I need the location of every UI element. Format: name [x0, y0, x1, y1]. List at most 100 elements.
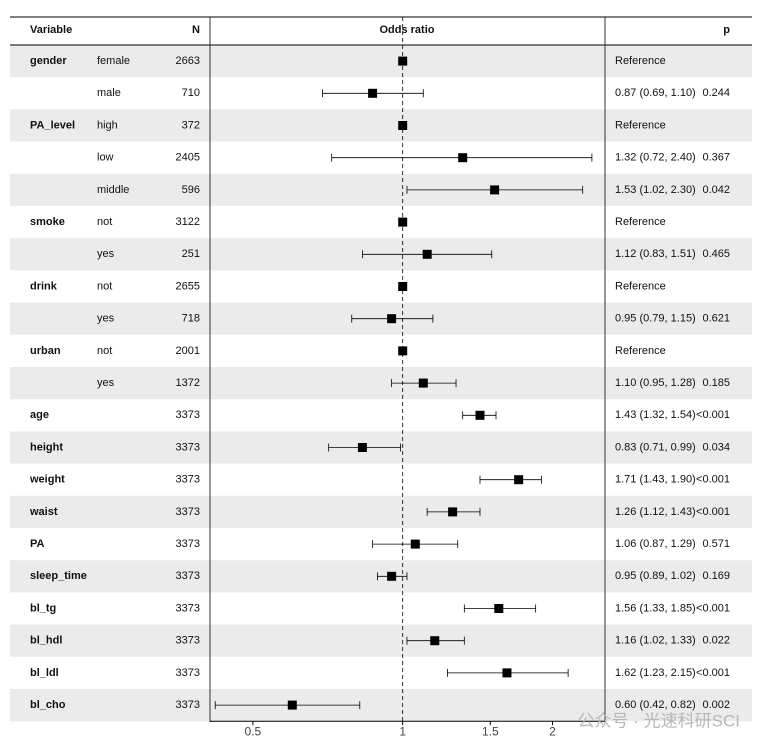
level-label: yes	[97, 313, 115, 325]
ci-label: Reference	[615, 216, 666, 228]
n-value: 3122	[176, 216, 200, 228]
level-label: yes	[97, 248, 115, 260]
p-value: <0.001	[696, 602, 730, 614]
p-value: 0.571	[702, 538, 730, 550]
or-marker	[448, 507, 458, 517]
p-value: 0.169	[702, 570, 730, 582]
or-marker	[398, 346, 408, 356]
ci-label: Reference	[615, 55, 666, 67]
n-value: 710	[182, 87, 200, 99]
ci-label: 0.95 (0.89, 1.02)	[615, 570, 696, 582]
header-variable: Variable	[30, 24, 72, 36]
level-label: male	[97, 87, 121, 99]
ci-label: 1.71 (1.43, 1.90)	[615, 474, 696, 486]
or-marker	[398, 56, 408, 66]
ci-label: 0.60 (0.42, 0.82)	[615, 699, 696, 711]
p-value: 0.621	[702, 313, 730, 325]
n-value: 3373	[176, 474, 200, 486]
n-value: 3373	[176, 538, 200, 550]
level-label: low	[97, 152, 114, 164]
or-marker	[514, 475, 524, 485]
or-marker	[387, 571, 397, 581]
level-label: not	[97, 280, 112, 292]
n-value: 2001	[176, 345, 200, 357]
variable-label: smoke	[30, 216, 65, 228]
variable-label: bl_ldl	[30, 667, 59, 679]
row-stripe	[10, 367, 752, 400]
row-stripe	[10, 624, 752, 657]
ci-label: 0.95 (0.79, 1.15)	[615, 313, 696, 325]
or-marker	[398, 282, 408, 291]
variable-label: bl_cho	[30, 699, 66, 711]
ci-label: 1.32 (0.72, 2.40)	[615, 152, 696, 164]
p-value: <0.001	[696, 474, 730, 486]
ci-label: Reference	[615, 280, 666, 292]
row-stripe	[10, 689, 752, 722]
header-p: p	[723, 24, 730, 36]
or-marker	[422, 249, 432, 259]
or-marker	[410, 539, 420, 549]
row-stripe	[10, 495, 752, 528]
ci-label: 1.62 (1.23, 2.15)	[615, 667, 696, 679]
p-value: 0.002	[702, 699, 730, 711]
variable-label: bl_hdl	[30, 635, 62, 647]
level-label: not	[97, 216, 112, 228]
n-value: 3373	[176, 699, 200, 711]
level-label: yes	[97, 377, 115, 389]
header-plot: Odds ratio	[379, 24, 434, 36]
p-value: 0.367	[702, 152, 730, 164]
variable-label: weight	[29, 474, 65, 486]
p-value: 0.022	[702, 635, 730, 647]
n-value: 2655	[176, 280, 200, 292]
watermark: 公众号 · 光速科研SCI	[578, 711, 740, 730]
variable-label: PA_level	[30, 119, 75, 131]
p-value: <0.001	[696, 409, 730, 421]
or-marker	[398, 121, 408, 130]
p-value: <0.001	[696, 667, 730, 679]
variable-label: waist	[29, 506, 58, 518]
n-value: 1372	[176, 377, 200, 389]
ci-label: 0.87 (0.69, 1.10)	[615, 87, 696, 99]
level-label: middle	[97, 184, 129, 196]
n-value: 2405	[176, 152, 200, 164]
or-marker	[368, 88, 378, 98]
n-value: 3373	[176, 570, 200, 582]
ci-label: Reference	[615, 119, 666, 131]
ci-label: 1.12 (0.83, 1.51)	[615, 248, 696, 260]
or-marker	[490, 185, 500, 195]
ci-label: 1.43 (1.32, 1.54)	[615, 409, 696, 421]
p-value: 0.042	[702, 184, 730, 196]
ci-label: 1.56 (1.33, 1.85)	[615, 602, 696, 614]
p-value: 0.185	[702, 377, 730, 389]
variable-label: sleep_time	[30, 570, 87, 582]
variable-label: age	[30, 409, 49, 421]
n-value: 596	[182, 184, 200, 196]
or-marker	[287, 700, 297, 710]
p-value: <0.001	[696, 506, 730, 518]
x-tick-label: 1	[399, 724, 406, 738]
variable-label: bl_tg	[30, 602, 56, 614]
row-stripe	[10, 45, 752, 78]
p-value: 0.244	[702, 87, 730, 99]
variable-label: PA	[30, 538, 45, 550]
ci-label: 1.16 (1.02, 1.33)	[615, 635, 696, 647]
x-tick-label: 0.5	[245, 724, 262, 738]
n-value: 3373	[176, 441, 200, 453]
ci-label: 1.53 (1.02, 2.30)	[615, 184, 696, 196]
n-value: 2663	[176, 55, 200, 67]
x-tick-label: 1.5	[482, 724, 499, 738]
level-label: high	[97, 119, 118, 131]
p-value: 0.034	[702, 441, 730, 453]
or-marker	[398, 217, 408, 227]
or-marker	[387, 314, 397, 324]
or-marker	[430, 636, 440, 646]
header-n: N	[192, 24, 200, 36]
variable-label: height	[30, 441, 63, 453]
n-value: 3373	[176, 602, 200, 614]
level-label: not	[97, 345, 112, 357]
ci-label: 1.26 (1.12, 1.43)	[615, 506, 696, 518]
row-stripe	[10, 173, 752, 206]
ci-label: 1.06 (0.87, 1.29)	[615, 538, 696, 550]
ci-label: Reference	[615, 345, 666, 357]
variable-label: drink	[30, 280, 58, 292]
